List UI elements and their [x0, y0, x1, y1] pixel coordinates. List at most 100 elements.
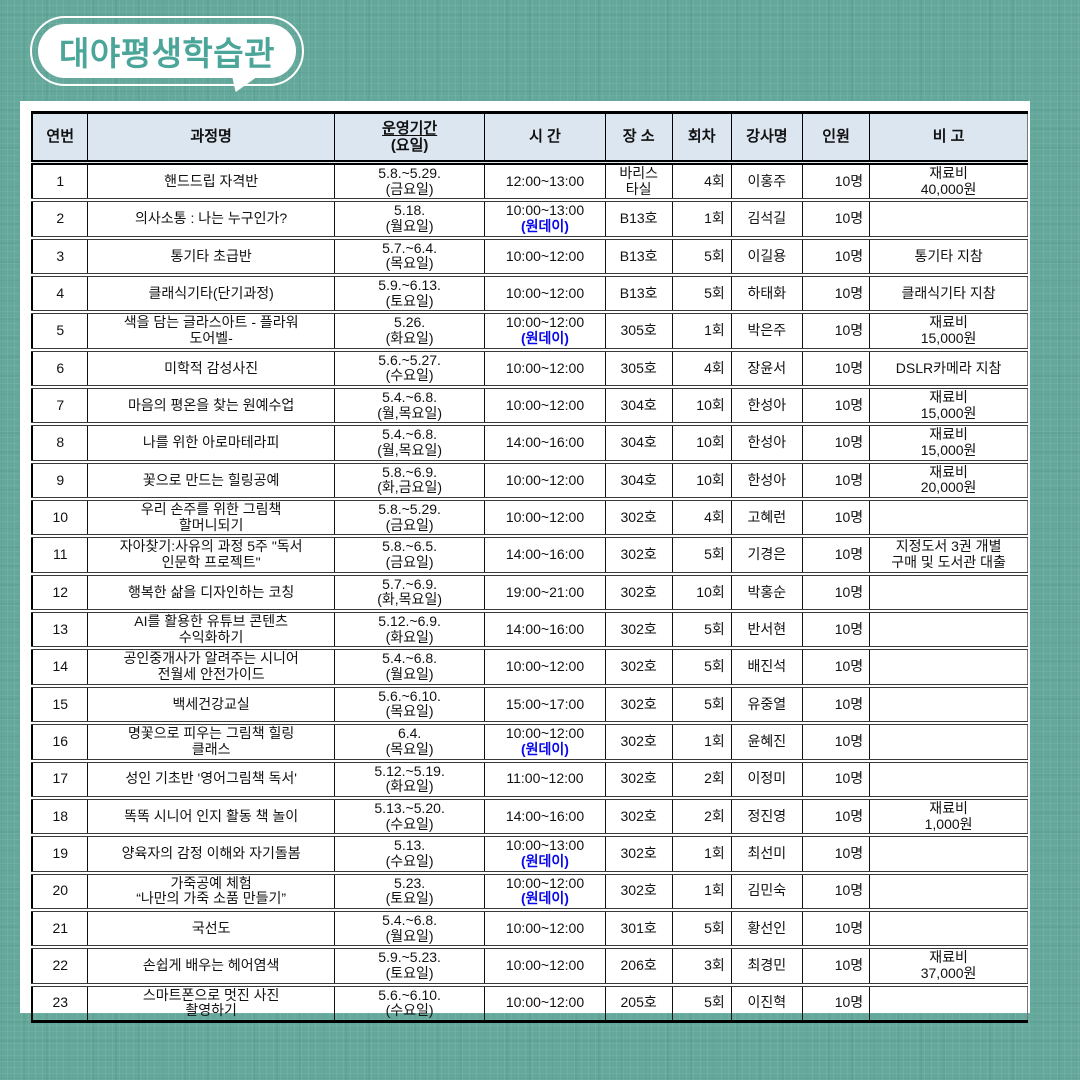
cell-time: 12:00~13:00	[484, 162, 606, 203]
cell-no: 19	[31, 835, 88, 875]
cell-course-name: 자아찾기:사유의 과정 5주 "독서 인문학 프로젝트"	[87, 536, 335, 576]
cell-place: 302호	[604, 573, 673, 614]
cell-place: 302호	[604, 760, 673, 800]
cell-place: 304호	[604, 461, 673, 502]
cell-sessions: 5회	[671, 984, 732, 1022]
cell-time: 10:00~12:00	[484, 275, 606, 315]
cell-capacity: 10명	[801, 611, 870, 651]
cell-capacity: 10명	[801, 387, 870, 427]
cell-capacity: 10명	[801, 162, 870, 203]
cell-note	[869, 909, 1028, 950]
cell-time: 10:00~12:00	[484, 461, 606, 502]
cell-capacity: 10명	[801, 947, 870, 987]
time-text: 11:00~12:00	[506, 770, 584, 787]
cell-time: 10:00~13:00 (원데이)	[484, 200, 606, 240]
time-text: 10:00~12:00	[505, 508, 585, 525]
cell-period: 5.4.~6.8. (월,목요일)	[333, 387, 485, 427]
cell-time: 10:00~12:00 (원데이)	[484, 312, 606, 352]
cell-capacity: 10명	[801, 797, 870, 838]
cell-sessions: 10회	[671, 387, 732, 427]
cell-course-name: 행복한 삶을 디자인하는 코칭	[87, 573, 335, 614]
cell-note	[869, 573, 1028, 614]
time-text: 10:00~12:00	[505, 919, 585, 936]
cell-note	[869, 984, 1028, 1022]
cell-sessions: 5회	[671, 611, 732, 651]
table-row: 5 색을 담는 글라스아트 - 플라워 도어벨- 5.26. (화요일) 10:…	[31, 312, 1028, 352]
cell-place: 205호	[604, 984, 673, 1022]
table-row: 19 양육자의 감정 이해와 자기돌봄 5.13. (수요일) 10:00~13…	[31, 835, 1028, 875]
cell-period: 5.6.~5.27. (수요일)	[333, 349, 485, 390]
time-text: 10:00~12:00	[505, 247, 585, 264]
cell-no: 21	[31, 909, 88, 950]
cell-no: 14	[31, 648, 88, 688]
cell-instructor: 윤혜진	[730, 723, 803, 763]
table-row: 11 자아찾기:사유의 과정 5주 "독서 인문학 프로젝트" 5.8.~6.5…	[31, 536, 1028, 576]
cell-sessions: 1회	[671, 723, 732, 763]
cell-course-name: 가죽공예 체험 “나만의 가죽 소품 만들기”	[87, 872, 335, 912]
cell-period: 5.12.~5.19. (화요일)	[333, 760, 485, 800]
cell-no: 2	[31, 200, 88, 240]
cell-note	[869, 611, 1028, 651]
cell-period: 5.9.~6.13. (토요일)	[333, 275, 485, 315]
cell-place: 305호	[604, 349, 673, 390]
cell-instructor: 한성아	[730, 424, 803, 464]
cell-place: B13호	[604, 237, 673, 278]
cell-period: 5.7.~6.4. (목요일)	[333, 237, 485, 278]
cell-capacity: 10명	[801, 349, 870, 390]
cell-course-name: 핸드드립 자격반	[87, 162, 335, 203]
cell-time: 10:00~12:00	[484, 387, 606, 427]
cell-time: 10:00~12:00	[484, 984, 606, 1022]
cell-sessions: 4회	[671, 499, 732, 539]
cell-place: 304호	[604, 424, 673, 464]
cell-instructor: 유중열	[730, 685, 803, 726]
cell-sessions: 1회	[671, 200, 732, 240]
cell-no: 15	[31, 685, 88, 726]
table-row: 13 AI를 활용한 유튜브 콘텐츠 수익화하기 5.12.~6.9. (화요일…	[31, 611, 1028, 651]
cell-place: 301호	[604, 909, 673, 950]
time-text: 10:00~13:00	[505, 837, 585, 854]
cell-sessions: 2회	[671, 797, 732, 838]
cell-no: 16	[31, 723, 88, 763]
cell-place: 302호	[604, 723, 673, 763]
table-row: 10 우리 손주를 위한 그림책 할머니되기 5.8.~5.29. (금요일) …	[31, 499, 1028, 539]
table-row: 3 통기타 초급반 5.7.~6.4. (목요일) 10:00~12:00 B1…	[31, 237, 1028, 278]
cell-no: 10	[31, 499, 88, 539]
cell-course-name: 우리 손주를 위한 그림책 할머니되기	[87, 499, 335, 539]
cell-period: 5.8.~5.29. (금요일)	[333, 499, 485, 539]
cell-capacity: 10명	[801, 648, 870, 688]
cell-course-name: 국선도	[87, 909, 335, 950]
cell-no: 23	[31, 984, 88, 1022]
cell-course-name: 명꽃으로 피우는 그림책 힐링 클래스	[87, 723, 335, 763]
oneday-label: (원데이)	[521, 852, 569, 869]
cell-sessions: 4회	[671, 349, 732, 390]
cell-instructor: 김석길	[730, 200, 803, 240]
cell-capacity: 10명	[801, 872, 870, 912]
cell-instructor: 기경은	[730, 536, 803, 576]
cell-note: 재료비 15,000원	[869, 424, 1028, 464]
cell-capacity: 10명	[801, 499, 870, 539]
cell-place: 302호	[604, 648, 673, 688]
cell-course-name: 마음의 평온을 찾는 원예수업	[87, 387, 335, 427]
time-text: 10:00~12:00	[505, 471, 585, 488]
cell-instructor: 하태화	[730, 275, 803, 315]
cell-time: 10:00~12:00	[484, 349, 606, 390]
table-row: 21 국선도 5.4.~6.8. (월요일) 10:00~12:00 301호 …	[31, 909, 1028, 950]
cell-course-name: 손쉽게 배우는 헤어염색	[87, 947, 335, 987]
cell-period: 5.13. (수요일)	[333, 835, 485, 875]
cell-period: 5.23. (토요일)	[333, 872, 485, 912]
header-no: 연번	[31, 112, 88, 165]
table-row: 22 손쉽게 배우는 헤어염색 5.9.~5.23. (토요일) 10:00~1…	[31, 947, 1028, 987]
time-text: 14:00~16:00	[505, 807, 585, 824]
cell-no: 20	[31, 872, 88, 912]
cell-place: B13호	[604, 200, 673, 240]
cell-course-name: 나를 위한 아로마테라피	[87, 424, 335, 464]
table-row: 14 공인중개사가 알려주는 시니어 전월세 안전가이드 5.4.~6.8. (…	[31, 648, 1028, 688]
cell-note: 재료비 37,000원	[869, 947, 1028, 987]
cell-period: 5.18. (월요일)	[333, 200, 485, 240]
cell-period: 5.4.~6.8. (월,목요일)	[333, 424, 485, 464]
time-text: 10:00~12:00	[505, 994, 585, 1011]
cell-place: 302호	[604, 685, 673, 726]
cell-sessions: 3회	[671, 947, 732, 987]
header-period-line1: 운영기간	[382, 119, 438, 137]
